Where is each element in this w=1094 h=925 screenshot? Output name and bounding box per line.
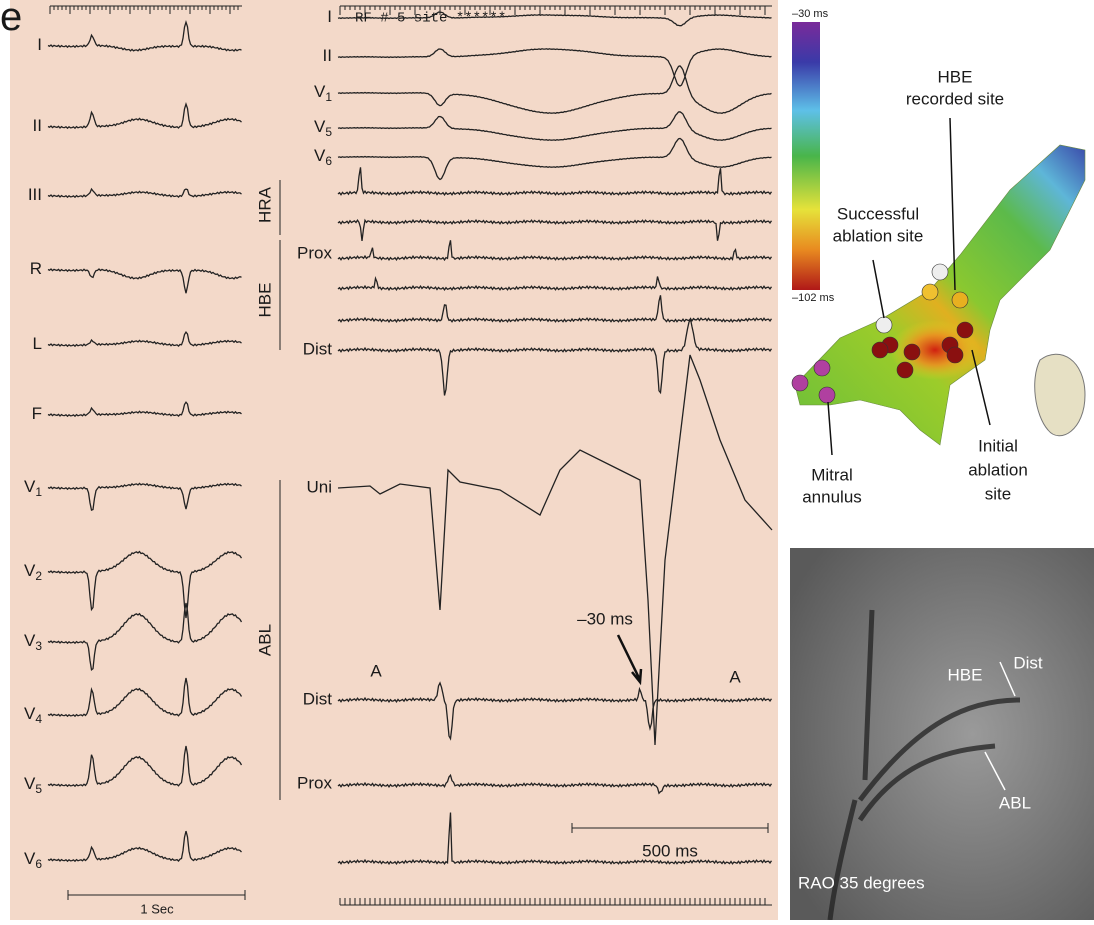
lead-subscript: 5 [325, 125, 332, 139]
lead-subscript: 1 [325, 90, 332, 104]
lead-name: L [33, 334, 42, 353]
lead-subscript: 6 [35, 857, 42, 871]
map-label: HBE [938, 67, 973, 86]
lead-name: I [37, 35, 42, 54]
map-point [957, 322, 973, 338]
map-label: ablation [968, 460, 1028, 479]
lead-label: R [30, 259, 42, 278]
fluoroscopy [790, 548, 1094, 920]
label: 500 ms [642, 841, 698, 860]
fluoro-image [790, 548, 1094, 920]
lead-name: V [24, 849, 36, 868]
label: –102 ms [792, 292, 835, 304]
label: Dist [303, 339, 333, 358]
label: Prox [297, 773, 332, 792]
label: HRA [255, 186, 274, 223]
map-label: recorded site [906, 89, 1004, 108]
label: A [729, 667, 741, 686]
lead-name: I [327, 7, 332, 26]
map-point [922, 284, 938, 300]
lead-label: III [28, 185, 42, 204]
label: RAO 35 degrees [798, 873, 925, 892]
lead-subscript: 6 [325, 154, 332, 168]
lead-name: V [314, 146, 326, 165]
lead-name: V [24, 561, 36, 580]
label: –30 ms [577, 609, 633, 628]
lead-name: V [24, 774, 36, 793]
heart-icon [1035, 354, 1085, 436]
lead-label: L [33, 334, 42, 353]
lead-name: F [32, 404, 42, 423]
lead-subscript: 5 [35, 782, 42, 796]
label: A [370, 661, 382, 680]
label: ABL [999, 793, 1031, 812]
map-point [819, 387, 835, 403]
lead-subscript: 3 [35, 639, 42, 653]
lead-name: V [314, 82, 326, 101]
corner-letter: e [0, 0, 22, 39]
colorbar [792, 22, 820, 290]
lead-label: II [33, 116, 42, 135]
map-label: ablation site [833, 226, 924, 245]
lead-subscript: 1 [35, 485, 42, 499]
lead-name: V [314, 117, 326, 136]
label: ABL [255, 624, 274, 656]
map-point [904, 344, 920, 360]
label: Prox [297, 243, 332, 262]
map-point [947, 347, 963, 363]
lead-label: II [323, 46, 332, 65]
map-label: Initial [978, 436, 1018, 455]
label: –30 ms [792, 8, 829, 20]
lead-name: II [323, 46, 332, 65]
map-label: Successful [837, 204, 919, 223]
label: Dist [1013, 653, 1043, 672]
map-point [792, 375, 808, 391]
label: 1 Sec [140, 901, 174, 916]
lead-name: R [30, 259, 42, 278]
map-point [876, 317, 892, 333]
lead-name: II [33, 116, 42, 135]
lead-label: I [327, 7, 332, 26]
map-point [952, 292, 968, 308]
map-label: site [985, 484, 1011, 503]
label: HBE [948, 665, 983, 684]
tracing-background [10, 0, 778, 920]
map-point [897, 362, 913, 378]
label: Uni [306, 477, 332, 496]
map-label: Mitral [811, 465, 853, 484]
map-point [932, 264, 948, 280]
lead-subscript: 4 [35, 712, 42, 726]
lead-name: V [24, 704, 36, 723]
figure: e IIIIIIRLFV1V2V3V4V5V61 Sec RF # 5 site… [0, 0, 1094, 920]
lead-name: V [24, 477, 36, 496]
page: e IIIIIIRLFV1V2V3V4V5V61 Sec RF # 5 site… [0, 0, 1094, 920]
map-point [872, 342, 888, 358]
lead-label: I [37, 35, 42, 54]
lead-name: V [24, 631, 36, 650]
lead-label: F [32, 404, 42, 423]
map-point [814, 360, 830, 376]
label: HBE [255, 283, 274, 318]
lead-name: III [28, 185, 42, 204]
map-label: annulus [802, 487, 862, 506]
lead-subscript: 2 [35, 569, 42, 583]
label: Dist [303, 689, 333, 708]
